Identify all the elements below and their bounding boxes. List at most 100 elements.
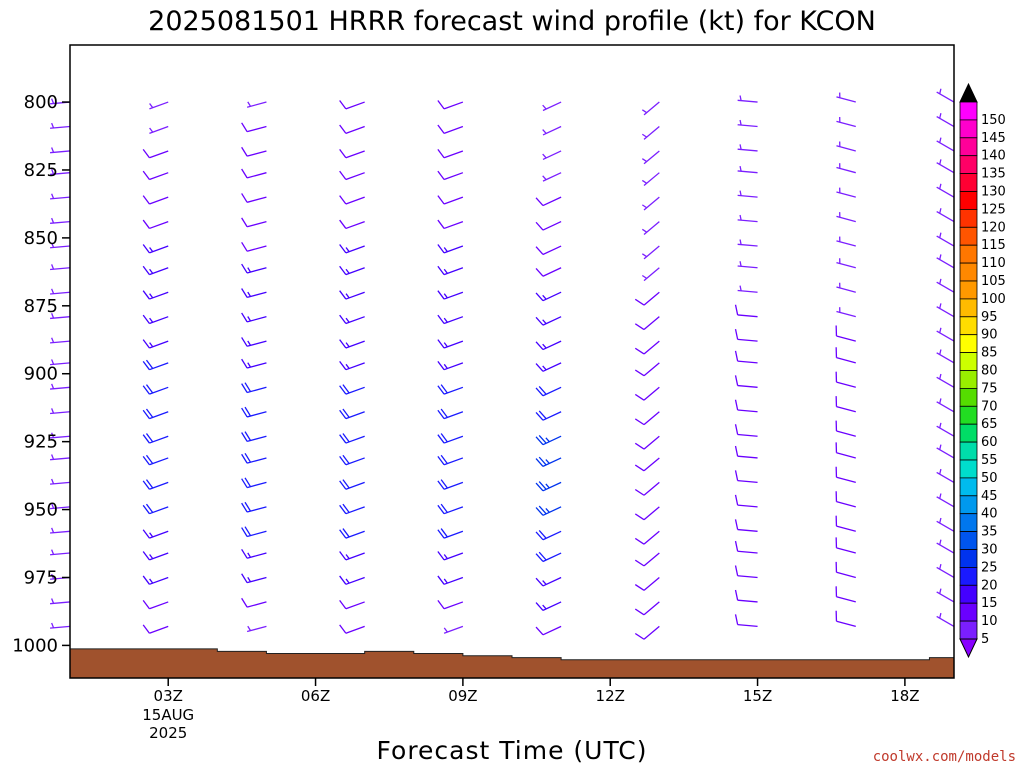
barb-full-flag: [142, 456, 150, 466]
barb-full-flag: [734, 589, 739, 601]
barb-half-flag: [149, 247, 154, 253]
wind-barb: [542, 150, 562, 160]
wind-barb: [737, 95, 758, 103]
wind-barb: [535, 530, 562, 541]
barb-full-flag: [437, 219, 445, 229]
barb-half-flag: [51, 573, 55, 580]
barb-half-flag: [939, 444, 942, 450]
wind-barb: [936, 88, 955, 103]
barb-shaft: [443, 172, 464, 181]
barb-full-flag: [535, 531, 544, 541]
barb-shaft: [246, 196, 267, 203]
wind-barb: [835, 325, 856, 342]
barb-full-flag: [142, 434, 150, 444]
barb-full-flag: [241, 597, 248, 608]
barb-half-flag: [641, 228, 648, 233]
wind-barb: [142, 454, 169, 466]
barb-shaft: [737, 384, 758, 388]
wind-barb: [339, 265, 365, 276]
wind-barb: [241, 122, 267, 133]
barb-full-flag: [634, 298, 645, 306]
barb-half-flag: [939, 398, 942, 404]
barb-full-flag: [342, 479, 350, 489]
wind-barb: [339, 433, 365, 444]
barb-shaft: [836, 620, 856, 628]
barb-shaft: [542, 625, 562, 636]
colorbar-swatch: [959, 477, 978, 497]
y-tick-label: 925: [24, 432, 58, 453]
wind-barb: [241, 146, 267, 157]
barb-full-flag: [339, 434, 347, 444]
barb-half-flag: [542, 604, 547, 610]
barb-half-flag: [939, 564, 942, 570]
barb-full-flag: [535, 436, 544, 446]
y-tick-label: 875: [24, 296, 58, 317]
wind-barb: [437, 479, 464, 490]
barb-half-flag: [939, 183, 942, 190]
wind-barb: [149, 101, 169, 110]
wind-barb: [437, 219, 464, 230]
barb-full-flag: [339, 480, 347, 490]
barb-half-flag: [345, 554, 350, 560]
barb-half-flag: [939, 493, 942, 499]
colorbar-swatch: [959, 280, 978, 300]
colorbar-swatch: [959, 531, 978, 550]
wind-barb: [241, 263, 267, 274]
wind-barb: [50, 193, 71, 200]
wind-barb: [241, 382, 267, 394]
barb-full-flag: [142, 244, 150, 254]
barb-shaft: [643, 552, 660, 567]
wind-barb: [641, 196, 660, 211]
wind-barb: [535, 291, 562, 302]
colorbar-swatch: [959, 316, 978, 336]
wind-barb: [835, 347, 856, 364]
colorbar-label: 60: [981, 435, 998, 450]
barb-half-flag: [739, 261, 742, 267]
wind-barb: [836, 282, 856, 293]
wind-barb: [437, 195, 464, 205]
colorbar-label: 150: [981, 113, 1006, 128]
barb-half-flag: [939, 88, 942, 94]
barb-full-flag: [244, 382, 252, 392]
wind-barb: [149, 125, 169, 134]
barb-shaft: [643, 530, 660, 545]
barb-shaft: [737, 528, 758, 532]
barb-full-flag: [339, 265, 347, 276]
wind-barb: [535, 362, 562, 372]
wind-barb: [50, 622, 71, 629]
barb-half-flag: [345, 293, 350, 299]
barb-shaft: [542, 196, 562, 207]
wind-barb: [142, 149, 169, 159]
colorbar-swatch: [959, 334, 978, 354]
wind-barb: [443, 625, 464, 634]
barb-half-flag: [545, 483, 550, 489]
barb-half-flag: [443, 247, 448, 253]
barb-full-flag: [142, 360, 150, 371]
wind-barb: [737, 285, 758, 293]
wind-barb: [835, 537, 856, 554]
colorbar-label: 100: [981, 292, 1006, 307]
wind-barb: [437, 314, 464, 325]
wind-barb: [142, 359, 169, 371]
barb-full-flag: [538, 481, 547, 490]
barb-full-flag: [241, 263, 248, 274]
barb-full-flag: [538, 530, 547, 539]
barb-half-flag: [939, 422, 942, 429]
wind-barb: [437, 265, 464, 276]
colorbar-label: 120: [981, 220, 1006, 235]
barb-full-flag: [241, 407, 248, 418]
barb-full-flag: [535, 246, 544, 255]
wind-barb: [641, 172, 660, 187]
wind-barb: [142, 600, 169, 610]
barb-shaft: [345, 601, 365, 610]
barb-shaft: [246, 245, 267, 252]
barb-half-flag: [345, 247, 350, 253]
barb-full-flag: [535, 221, 544, 231]
barb-full-flag: [437, 339, 445, 349]
barb-full-flag: [437, 170, 445, 180]
barb-half-flag: [247, 267, 252, 273]
wind-barb: [241, 241, 267, 252]
barb-full-flag: [145, 408, 154, 418]
barb-half-flag: [542, 319, 547, 325]
barb-half-flag: [939, 232, 942, 238]
